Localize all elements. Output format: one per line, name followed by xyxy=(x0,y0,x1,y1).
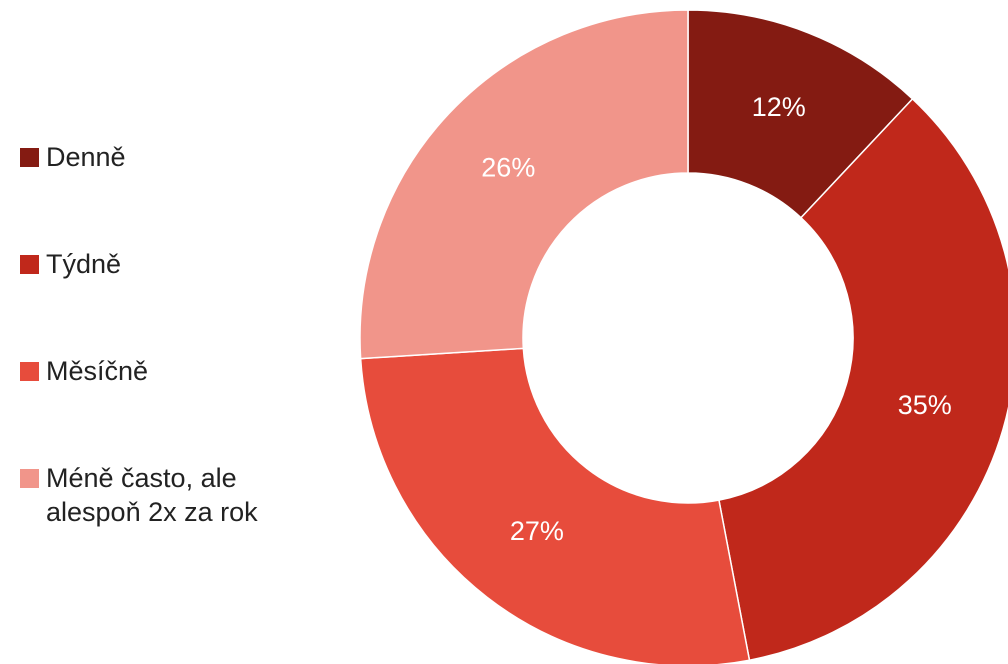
legend-item: Denně xyxy=(20,140,316,247)
legend-label: Týdně xyxy=(46,249,122,279)
data-label: 26% xyxy=(481,152,535,182)
data-label: 27% xyxy=(510,516,564,546)
legend-label: Denně xyxy=(46,142,126,172)
legend-label: Měsíčně xyxy=(46,356,149,386)
legend-item: Méně často, ale alespoň 2x za rok xyxy=(20,461,316,568)
legend: Denně Týdně Měsíčně Méně často, ale alespoň… xyxy=(20,140,316,568)
donut-segment xyxy=(359,347,751,664)
donut-segment xyxy=(718,97,1008,662)
donut-segment xyxy=(687,9,914,219)
legend-swatch xyxy=(20,362,39,381)
data-label: 35% xyxy=(898,390,952,420)
legend-item: Měsíčně xyxy=(20,354,316,461)
legend-label: Méně často, ale alespoň 2x za rok xyxy=(46,463,258,527)
legend-swatch xyxy=(20,255,39,274)
legend-item: Týdně xyxy=(20,247,316,354)
legend-swatch xyxy=(20,469,39,488)
data-label: 12% xyxy=(752,92,806,122)
legend-swatch xyxy=(20,148,39,167)
donut-segment xyxy=(359,9,689,360)
